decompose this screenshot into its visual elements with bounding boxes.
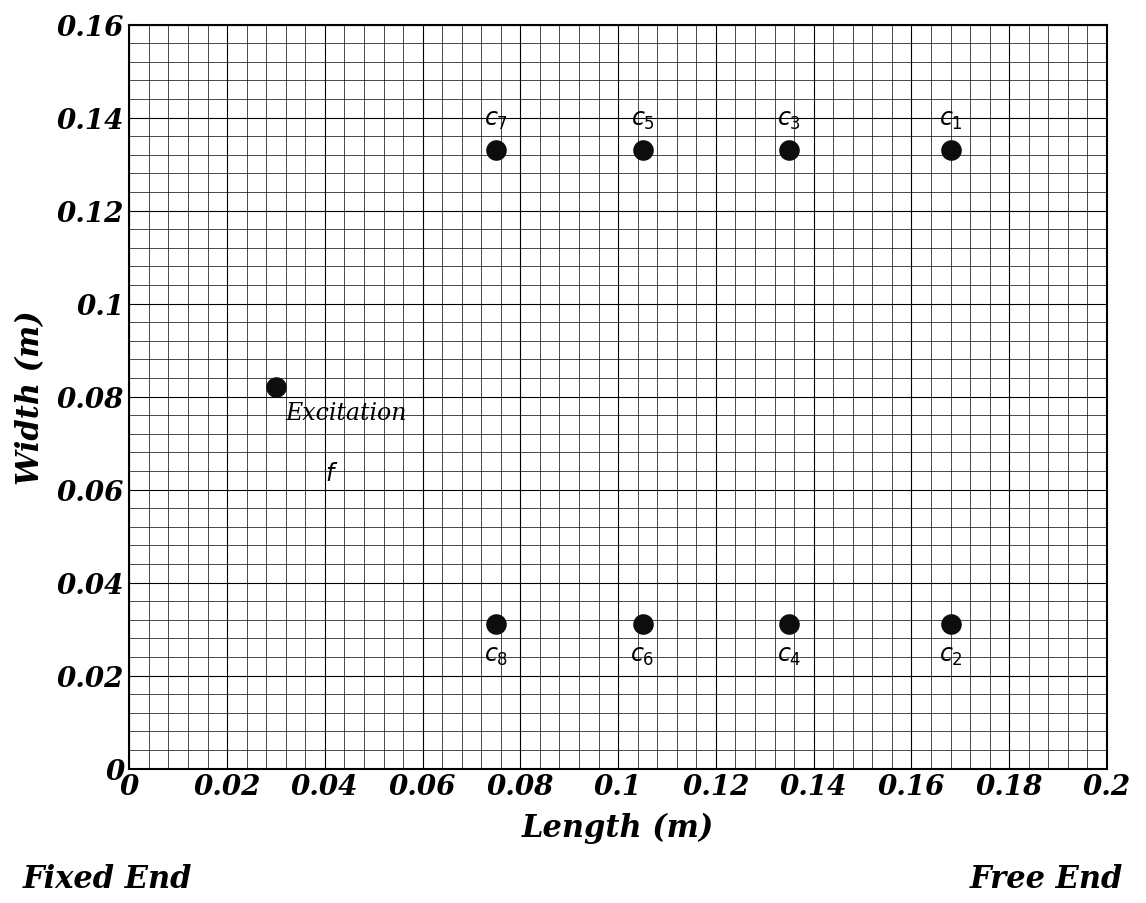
Text: $\mathit{c}_{6}$: $\mathit{c}_{6}$ <box>630 643 654 667</box>
Point <box>487 618 505 632</box>
Point <box>780 144 799 158</box>
Point <box>634 144 652 158</box>
Text: Free End: Free End <box>970 863 1123 894</box>
Text: Fixed End: Fixed End <box>23 863 193 894</box>
Y-axis label: Width (m): Width (m) <box>15 310 46 484</box>
Text: $\mathit{c}_{5}$: $\mathit{c}_{5}$ <box>630 108 654 133</box>
Point <box>941 144 959 158</box>
Text: $\mathit{c}_{7}$: $\mathit{c}_{7}$ <box>484 108 508 133</box>
Text: $\mathit{c}_{8}$: $\mathit{c}_{8}$ <box>484 643 508 667</box>
Text: Excitation: Excitation <box>285 402 407 424</box>
Text: $\mathit{c}_{1}$: $\mathit{c}_{1}$ <box>939 108 963 133</box>
Point <box>941 618 959 632</box>
Point <box>487 144 505 158</box>
Text: $\mathit{c}_{3}$: $\mathit{c}_{3}$ <box>777 108 801 133</box>
X-axis label: Length (m): Length (m) <box>523 812 714 842</box>
Point <box>780 618 799 632</box>
Text: $\mathit{c}_{4}$: $\mathit{c}_{4}$ <box>777 643 801 667</box>
Text: $\mathit{f}$: $\mathit{f}$ <box>324 462 338 485</box>
Point <box>267 380 285 395</box>
Point <box>634 618 652 632</box>
Text: $\mathit{c}_{2}$: $\mathit{c}_{2}$ <box>939 643 963 667</box>
